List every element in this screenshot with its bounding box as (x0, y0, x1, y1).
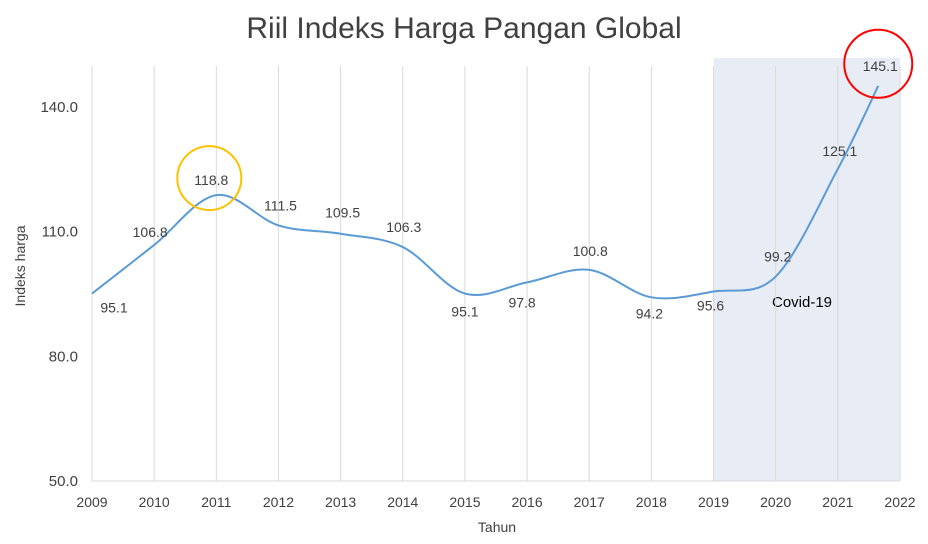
data-label: 95.1 (100, 300, 127, 316)
x-tick-label: 2014 (387, 494, 418, 510)
x-tick-label: 2018 (636, 494, 667, 510)
y-tick-label: 50.0 (49, 473, 78, 490)
x-tick-label: 2009 (76, 494, 107, 510)
data-label: 99.2 (764, 249, 791, 265)
x-tick-label: 2022 (884, 494, 915, 510)
x-tick-label: 2020 (760, 494, 791, 510)
y-tick-label: 110.0 (42, 224, 78, 241)
data-label: 111.5 (264, 197, 297, 213)
x-tick-label: 2016 (511, 494, 542, 510)
y-axis-title: Indeks harga (12, 225, 28, 306)
highlight-circle (176, 145, 243, 212)
highlight-circle (843, 28, 914, 99)
x-tick-label: 2011 (201, 494, 231, 510)
data-label: 118.8 (194, 172, 228, 188)
x-axis-title: Tahun (478, 519, 516, 535)
covid-label: Covid-19 (772, 294, 832, 311)
y-tick-label: 140.0 (40, 99, 78, 116)
x-tick-label: 2021 (822, 494, 853, 510)
x-tick-label: 2019 (698, 494, 729, 510)
x-tick-label: 2017 (574, 494, 605, 510)
y-tick-label: 80.0 (49, 348, 78, 365)
series-line (91, 85, 880, 300)
data-label: 106.3 (386, 219, 421, 235)
data-label: 95.6 (697, 298, 724, 314)
x-tick-label: 2013 (325, 494, 356, 510)
data-label: 100.8 (573, 243, 608, 259)
data-label: 125.1 (822, 143, 857, 159)
chart-title: Riil Indeks Harga Pangan Global (246, 12, 681, 45)
data-label: 109.5 (325, 205, 360, 221)
x-tick-label: 2015 (449, 494, 480, 510)
x-tick-label: 2012 (263, 494, 294, 510)
data-label: 97.8 (508, 294, 535, 310)
data-label: 95.1 (451, 304, 478, 320)
data-label: 94.2 (636, 305, 663, 321)
covid-shaded-region (713, 58, 900, 481)
data-label: 145.1 (863, 58, 898, 74)
data-label: 106.8 (133, 224, 168, 240)
x-tick-label: 2010 (139, 494, 170, 510)
